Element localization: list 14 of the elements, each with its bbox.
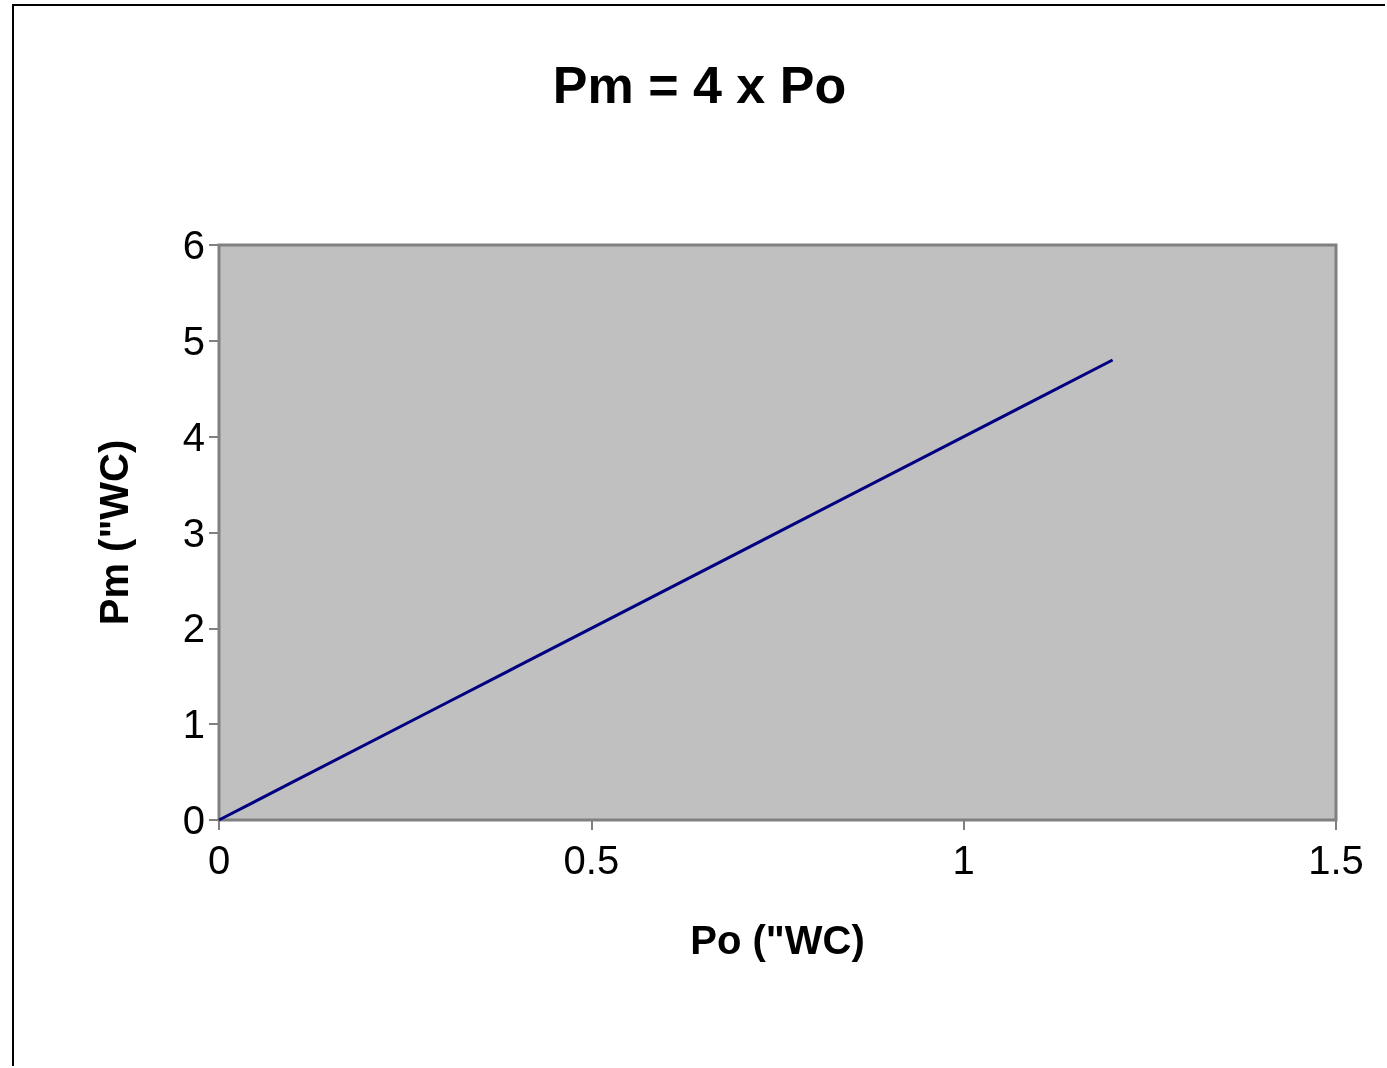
y-tick-label: 0 (182, 798, 205, 842)
y-tick-label: 6 (182, 223, 205, 267)
y-tick-label: 3 (182, 510, 205, 555)
x-tick-label: 1 (952, 838, 975, 882)
chart-title: Pm = 4 x Po (552, 56, 847, 114)
y-axis-title: Pm ("WC) (92, 439, 136, 626)
y-tick-label: 5 (182, 318, 205, 363)
x-axis-title: Po ("WC) (690, 918, 865, 962)
y-tick-label: 4 (182, 414, 205, 459)
y-tick-label: 2 (182, 606, 205, 651)
x-tick-label: 1.5 (1308, 838, 1364, 882)
y-tick-label: 1 (182, 702, 205, 747)
x-tick-label: 0.5 (563, 838, 620, 882)
line-series (217, 358, 1115, 822)
